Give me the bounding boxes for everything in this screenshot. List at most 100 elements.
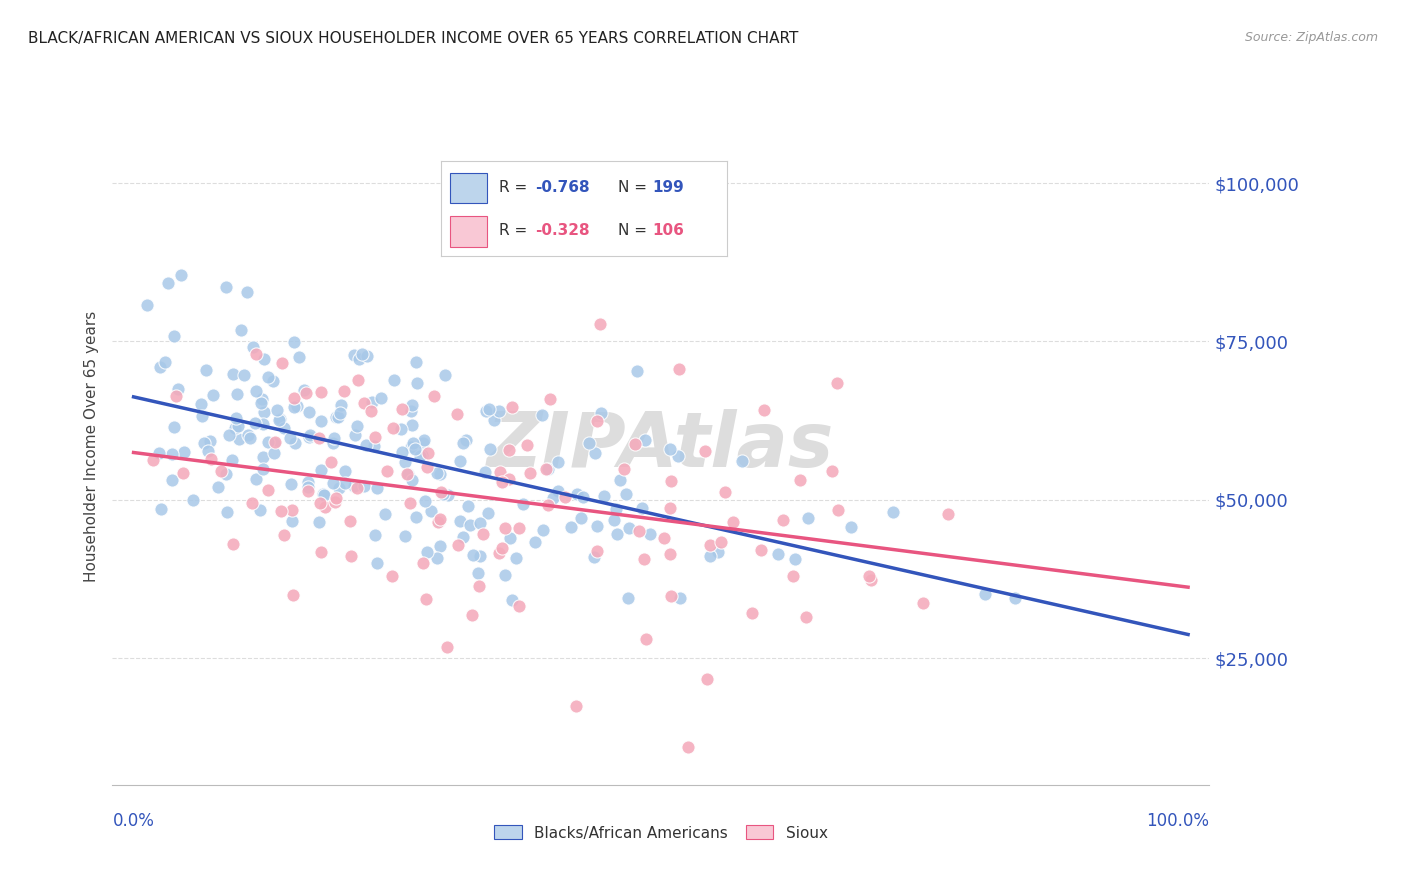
Point bbox=[754, 403, 776, 417]
Point bbox=[148, 446, 170, 460]
Point bbox=[382, 373, 405, 387]
Point bbox=[624, 436, 647, 450]
Point bbox=[207, 480, 229, 494]
Point bbox=[413, 494, 436, 508]
Point bbox=[789, 473, 811, 487]
Point bbox=[449, 454, 471, 468]
Point bbox=[346, 481, 368, 495]
Point bbox=[366, 481, 388, 495]
Point bbox=[245, 347, 267, 361]
Point bbox=[531, 523, 554, 537]
Point bbox=[471, 526, 494, 541]
Point bbox=[658, 442, 681, 456]
Point bbox=[352, 346, 374, 360]
Point bbox=[676, 740, 699, 755]
Point bbox=[433, 368, 456, 382]
Point bbox=[582, 549, 605, 564]
Point bbox=[328, 410, 350, 425]
Point bbox=[339, 549, 361, 563]
Point bbox=[283, 335, 305, 350]
Text: 106: 106 bbox=[652, 223, 685, 237]
Point bbox=[782, 569, 804, 583]
Point bbox=[523, 535, 546, 549]
Point bbox=[283, 400, 305, 414]
Point bbox=[256, 435, 278, 450]
Point bbox=[583, 445, 606, 459]
Point bbox=[474, 465, 496, 479]
Point bbox=[391, 401, 413, 416]
Point bbox=[328, 481, 350, 495]
Point bbox=[360, 394, 382, 409]
Point bbox=[447, 538, 470, 552]
Point bbox=[194, 362, 217, 376]
Point bbox=[825, 376, 848, 390]
Point bbox=[560, 520, 582, 534]
Point bbox=[271, 355, 294, 369]
Point bbox=[617, 521, 640, 535]
Point bbox=[659, 474, 682, 488]
Text: 100.0%: 100.0% bbox=[1146, 812, 1209, 830]
Point bbox=[374, 507, 396, 521]
Point bbox=[322, 435, 344, 450]
Point bbox=[426, 466, 449, 480]
Point bbox=[401, 474, 423, 488]
Point bbox=[461, 548, 484, 562]
Point bbox=[585, 414, 607, 428]
Point bbox=[839, 519, 862, 533]
Point bbox=[477, 507, 499, 521]
Point bbox=[882, 505, 904, 519]
Point bbox=[314, 500, 336, 514]
Point bbox=[283, 391, 305, 405]
Point bbox=[432, 486, 454, 500]
Point bbox=[311, 414, 333, 428]
Point bbox=[343, 428, 366, 442]
Point bbox=[706, 545, 728, 559]
Point bbox=[396, 467, 419, 482]
Point bbox=[537, 499, 560, 513]
Text: -0.328: -0.328 bbox=[536, 223, 591, 237]
Point bbox=[519, 466, 541, 480]
Point bbox=[488, 546, 510, 560]
Point bbox=[415, 591, 437, 606]
Point bbox=[222, 537, 245, 551]
Point bbox=[243, 416, 266, 430]
Point bbox=[354, 438, 377, 452]
Point bbox=[422, 389, 444, 403]
Point bbox=[215, 280, 238, 294]
Point bbox=[287, 350, 309, 364]
Point bbox=[772, 513, 794, 527]
Point bbox=[165, 389, 187, 403]
Point bbox=[328, 406, 350, 420]
Point bbox=[381, 569, 404, 583]
Point bbox=[298, 430, 321, 444]
Point bbox=[240, 496, 263, 510]
Point bbox=[494, 520, 516, 534]
Point bbox=[200, 452, 222, 467]
Point bbox=[974, 586, 997, 600]
Point bbox=[309, 463, 332, 477]
Point bbox=[156, 277, 179, 291]
Point bbox=[565, 487, 588, 501]
Point bbox=[699, 549, 721, 564]
Point bbox=[162, 473, 184, 487]
Point bbox=[821, 464, 844, 478]
Point bbox=[389, 422, 412, 436]
Point bbox=[270, 503, 292, 517]
Point bbox=[636, 632, 658, 647]
Point bbox=[343, 478, 366, 492]
Point bbox=[827, 503, 849, 517]
Point bbox=[335, 464, 357, 478]
Point bbox=[741, 606, 763, 620]
Point bbox=[269, 412, 291, 426]
Point bbox=[412, 556, 434, 570]
Point bbox=[375, 464, 398, 478]
Point bbox=[193, 436, 215, 450]
Text: 199: 199 bbox=[652, 180, 685, 194]
Point bbox=[911, 596, 934, 610]
Point bbox=[491, 475, 513, 489]
Point bbox=[245, 473, 267, 487]
Point bbox=[364, 528, 387, 542]
Point bbox=[512, 497, 534, 511]
Point bbox=[494, 567, 516, 582]
Point bbox=[658, 500, 681, 515]
